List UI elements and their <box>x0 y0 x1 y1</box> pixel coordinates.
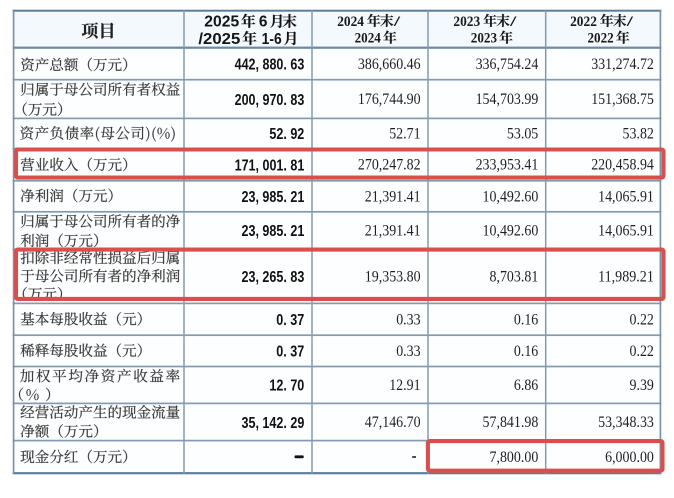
svg-text:10,492.60: 10,492.60 <box>483 188 539 205</box>
svg-text:0.33: 0.33 <box>396 312 421 329</box>
svg-text:386,660.46: 386,660.46 <box>358 56 421 73</box>
svg-text:21,391.41: 21,391.41 <box>365 223 421 240</box>
svg-text:14,065.91: 14,065.91 <box>598 223 654 240</box>
svg-text:8,703.81: 8,703.81 <box>490 268 539 285</box>
svg-text:336,754.24: 336,754.24 <box>476 56 539 73</box>
svg-text:14,065.91: 14,065.91 <box>598 188 654 205</box>
svg-text:23, 985. 21: 23, 985. 21 <box>242 189 305 206</box>
svg-text:23, 265. 83: 23, 265. 83 <box>242 269 305 286</box>
svg-text:/2025: /2025 <box>198 31 240 48</box>
svg-text:200, 970. 83: 200, 970. 83 <box>235 92 305 109</box>
svg-text:0.22: 0.22 <box>630 343 654 360</box>
svg-text:53.05: 53.05 <box>507 126 539 143</box>
svg-text:19,353.80: 19,353.80 <box>365 268 421 285</box>
svg-text:233,953.41: 233,953.41 <box>476 157 539 174</box>
svg-text:57,841.98: 57,841.98 <box>483 414 539 431</box>
svg-text:220,458.94: 220,458.94 <box>591 157 654 174</box>
svg-text:0.33: 0.33 <box>396 343 421 360</box>
svg-text:23, 985. 21: 23, 985. 21 <box>242 223 305 240</box>
svg-text:53,348.33: 53,348.33 <box>598 414 654 431</box>
svg-text:171, 001. 81: 171, 001. 81 <box>235 157 305 174</box>
svg-text:2022: 2022 <box>588 31 614 47</box>
svg-text:47,146.70: 47,146.70 <box>365 414 421 431</box>
svg-text:11,989.21: 11,989.21 <box>598 268 654 285</box>
svg-text:176,744.90: 176,744.90 <box>358 91 421 108</box>
svg-text:154,703.99: 154,703.99 <box>476 91 539 108</box>
svg-text:2025: 2025 <box>204 14 239 31</box>
svg-text:/: / <box>625 14 634 30</box>
svg-text:/: / <box>509 14 518 30</box>
svg-text:10,492.60: 10,492.60 <box>483 223 539 240</box>
svg-text:1-6: 1-6 <box>262 31 282 48</box>
svg-text:2023: 2023 <box>471 31 497 47</box>
svg-text:9.39: 9.39 <box>630 377 655 394</box>
svg-text:/: / <box>392 14 401 30</box>
svg-text:270,247.82: 270,247.82 <box>358 157 421 174</box>
svg-text:0.16: 0.16 <box>514 312 539 329</box>
svg-text:21,391.41: 21,391.41 <box>365 188 421 205</box>
svg-text:6.86: 6.86 <box>514 377 539 394</box>
svg-text:6,000.00: 6,000.00 <box>605 449 654 466</box>
svg-text:12. 70: 12. 70 <box>269 378 304 395</box>
svg-text:0.16: 0.16 <box>514 343 539 360</box>
svg-text:53.82: 53.82 <box>623 126 654 143</box>
svg-text:35, 142. 29: 35, 142. 29 <box>242 415 305 432</box>
svg-text:6: 6 <box>259 14 268 31</box>
svg-text:2022: 2022 <box>570 14 597 30</box>
svg-text:12.91: 12.91 <box>389 377 420 394</box>
svg-text:442, 880. 63: 442, 880. 63 <box>235 57 305 74</box>
svg-text:2024: 2024 <box>337 14 364 30</box>
svg-text:52. 92: 52. 92 <box>269 126 304 143</box>
svg-text:0. 37: 0. 37 <box>276 344 304 361</box>
svg-text:2024: 2024 <box>355 31 382 47</box>
svg-text:0.22: 0.22 <box>630 312 654 329</box>
svg-text:331,274.72: 331,274.72 <box>591 56 654 73</box>
svg-text:52.71: 52.71 <box>389 126 420 143</box>
svg-text:7,800.00: 7,800.00 <box>490 449 539 466</box>
svg-text:151,368.75: 151,368.75 <box>591 91 654 108</box>
svg-text:0. 37: 0. 37 <box>276 312 304 329</box>
svg-text:2023: 2023 <box>453 14 480 30</box>
